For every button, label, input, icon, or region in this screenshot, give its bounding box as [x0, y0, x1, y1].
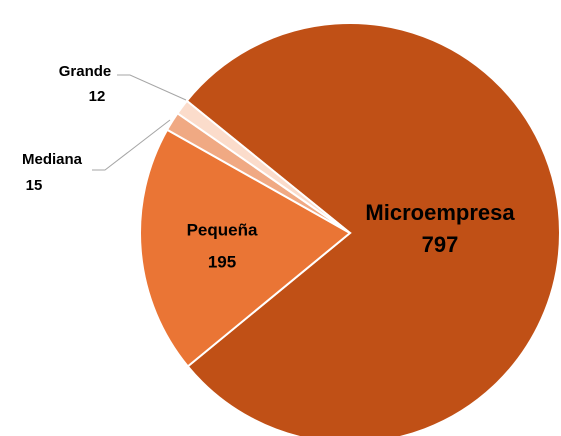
slice-value: 12: [89, 88, 106, 105]
slice-value: 195: [208, 252, 236, 271]
leader-line: [117, 74, 187, 101]
slice-label: Pequeña: [187, 220, 258, 239]
pie-slice: [185, 22, 561, 436]
pie-slice: [176, 99, 351, 234]
slice-value: 797: [422, 232, 459, 257]
slice-label: Grande: [59, 63, 112, 80]
pie-slice: [139, 128, 352, 368]
slice-value: 15: [26, 177, 43, 194]
leader-line: [92, 119, 171, 171]
slice-label: Mediana: [22, 151, 83, 168]
slice-label: Microempresa: [365, 200, 515, 225]
